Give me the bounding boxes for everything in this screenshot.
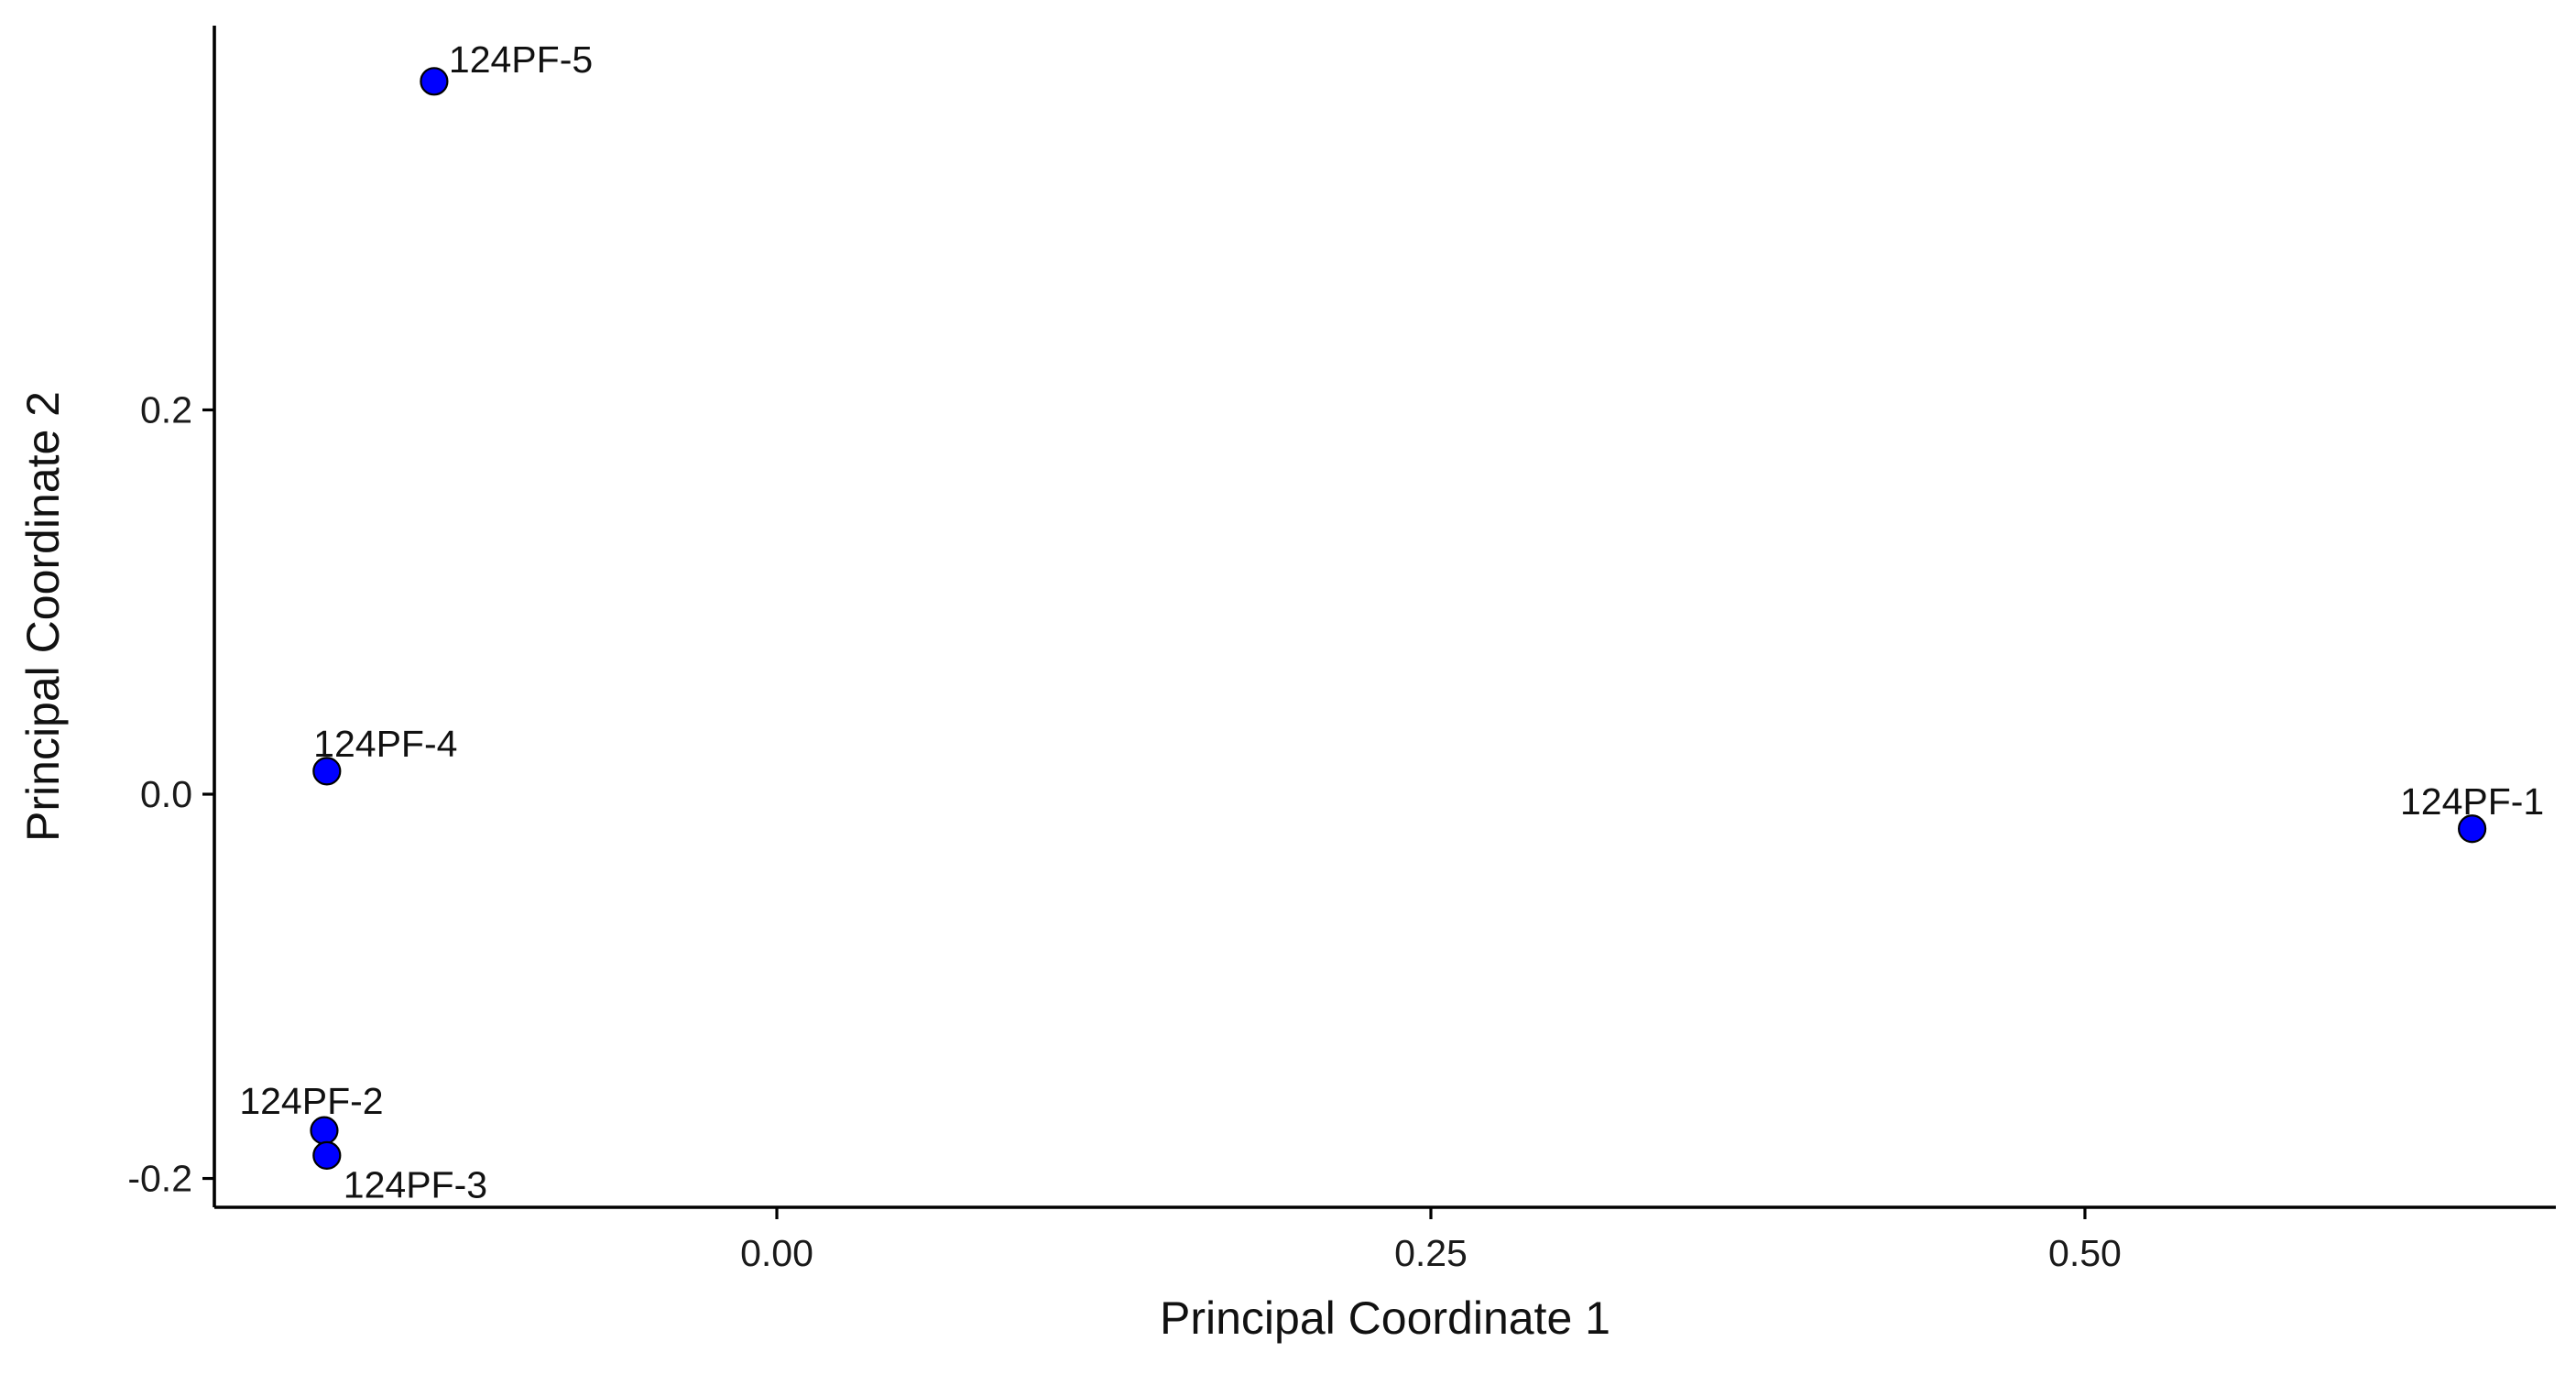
data-point (312, 757, 342, 786)
point-label: 124PF-4 (313, 723, 457, 765)
y-tick-label: 0.0 (140, 773, 192, 815)
point-label: 124PF-5 (449, 38, 593, 81)
y-tick-label: 0.2 (140, 389, 192, 431)
data-point (312, 1140, 342, 1170)
axes (213, 26, 2556, 1209)
data-points (310, 67, 2487, 1170)
x-axis-ticks: 0.00 0.25 0.50 (740, 1207, 2122, 1274)
x-tick-label: 0.50 (2048, 1232, 2122, 1274)
y-tick-label: -0.2 (127, 1158, 192, 1200)
point-label: 124PF-3 (344, 1163, 487, 1205)
y-axis-title: Principal Coordinate 2 (17, 391, 69, 842)
data-point (420, 67, 449, 96)
x-tick-label: 0.25 (1394, 1232, 1468, 1274)
x-axis-title: Principal Coordinate 1 (1160, 1292, 1610, 1344)
point-label: 124PF-1 (2400, 780, 2544, 823)
y-axis-ticks: -0.2 0.0 0.2 (127, 389, 214, 1200)
point-labels: 124PF-1 124PF-2 124PF-3 124PF-4 124PF-5 (239, 38, 2544, 1206)
x-tick-label: 0.00 (740, 1232, 813, 1274)
point-label: 124PF-2 (239, 1080, 383, 1122)
data-point (2458, 814, 2487, 844)
